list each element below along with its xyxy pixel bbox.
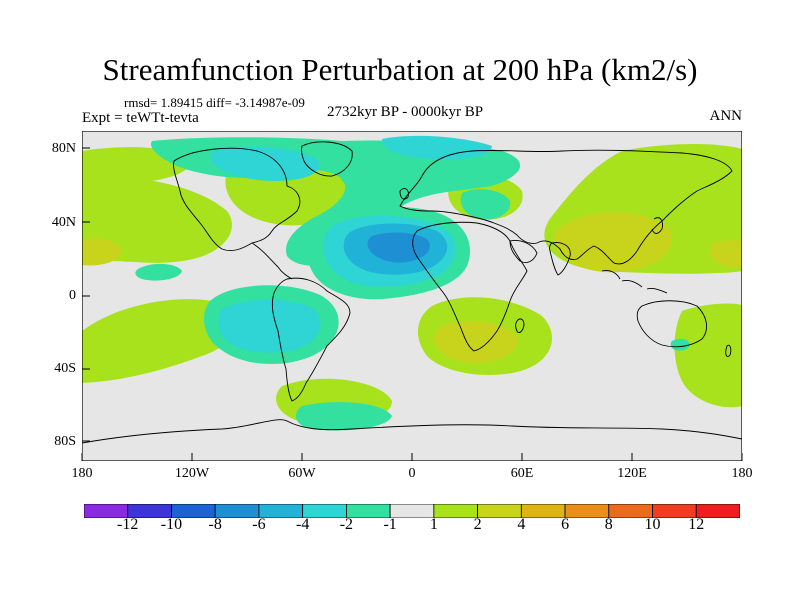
lon-label-120e: 120E [617, 466, 647, 481]
colorbar-label-8: 2 [473, 516, 482, 533]
field-mid-neg-north [212, 146, 320, 181]
lon-label-180e: 180 [731, 466, 753, 481]
lon-label-120w: 120W [174, 466, 210, 481]
field-neg-indian-small [670, 338, 690, 351]
lat-label-40n: 40N [51, 215, 76, 230]
colorbar-label-13: 12 [688, 516, 705, 533]
field-mid-neg-south-america [218, 299, 321, 353]
colorbar-label-10: 6 [561, 516, 570, 533]
field-very-strong-neg-atlantic [367, 232, 430, 263]
coastlines [82, 141, 742, 444]
field-neg-pacific-small [135, 263, 182, 281]
field-pos-west-pacific-north [82, 177, 232, 263]
lat-label-80s: 80S [54, 434, 76, 449]
colorbar-label-2: -8 [208, 516, 222, 533]
field-mid-neg-polar [382, 135, 492, 160]
lat-label-40s: 40S [54, 361, 76, 376]
colorbar-label-12: 10 [644, 516, 661, 533]
field-pos-southern-band [82, 299, 241, 383]
colorbar-label-0: -12 [117, 516, 139, 533]
field-pos-south-pacific-east [674, 303, 742, 408]
streamfunction-map [82, 131, 742, 461]
lat-label-0: 0 [69, 288, 76, 303]
field-mid-pos-pacific-west [82, 238, 122, 266]
colorbar-label-11: 8 [604, 516, 613, 533]
colorbar-label-3: -6 [252, 516, 266, 533]
field-mid-pos-pacific-east-edge [710, 240, 742, 268]
lon-label-60w: 60W [288, 466, 316, 481]
colorbar-label-1: -10 [160, 516, 183, 533]
season-label: ANN [709, 108, 743, 124]
colorbar-label-7: 1 [429, 516, 438, 533]
field-neg-african-band [340, 164, 387, 191]
colorbar-label-9: 4 [517, 516, 526, 533]
period-label: 2732kyr BP - 0000kyr BP [326, 104, 484, 120]
chart-title: Streamfunction Perturbation at 200 hPa (… [102, 52, 698, 87]
rmsd-stats: rmsd= 1.89415 diff= -3.14987e-09 [124, 95, 305, 110]
lon-label-180w: 180 [71, 466, 93, 481]
field-neg-europe-box [460, 189, 511, 220]
field-neg-southern-ocean [296, 402, 392, 431]
lat-label-80n: 80N [51, 141, 76, 156]
colorbar-label-6: -1 [383, 516, 397, 533]
colorbar-label-4: -4 [295, 516, 310, 533]
lon-label-60e: 60E [510, 466, 534, 481]
colorbar-label-5: -2 [339, 516, 354, 533]
experiment-label: Expt = teWTt-tevta [82, 110, 199, 126]
colorbar-swatch-14 [695, 504, 740, 518]
colorbar [84, 504, 740, 518]
lon-label-0: 0 [408, 466, 416, 481]
field-mid-pos-asia [554, 212, 673, 273]
